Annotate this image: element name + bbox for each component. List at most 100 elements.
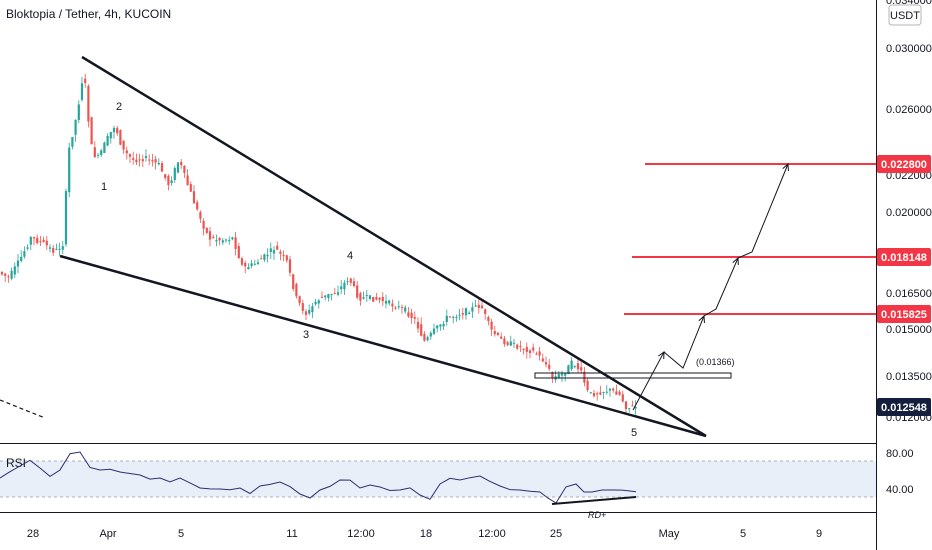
candle-body [490,321,493,330]
candle-body [231,237,234,240]
candle-body [36,237,39,243]
candle-body [116,127,119,134]
candle-body [311,306,314,313]
candle-body [173,168,176,180]
candle-body [602,392,605,394]
candle-body [333,293,336,295]
candle-body [356,285,359,298]
arrowhead [732,256,739,266]
candle-body [260,258,263,260]
x-tick-label: 5 [740,528,746,540]
x-tick-label: May [659,528,680,540]
candle-body [128,154,132,157]
candle-body [583,371,586,383]
candle-body [208,231,212,240]
rsi-tick-80: 80.00 [886,448,914,460]
candle-body [26,247,29,249]
candle-body [535,353,538,355]
y-tick-label: 0.020000 [886,207,932,219]
price-badge [877,398,931,416]
candle-body [541,358,544,362]
candle-body [628,408,631,410]
candle-body [442,323,445,327]
currency-label: USDT [890,10,920,22]
candle-body [509,341,512,346]
x-tick-label: 25 [550,528,562,540]
currency-badge[interactable]: USDT [888,4,922,26]
y-tick-label: 0.026000 [886,104,932,116]
candle-body [359,293,362,301]
candle-body [77,104,80,120]
price-pane[interactable] [0,0,876,443]
candle-body [237,246,240,259]
candle-body [132,158,135,160]
x-axis-ticks: 28 Apr 5 11 12:00 18 12:00 25 May 5 9 [27,528,822,540]
candle-body [224,239,228,241]
candle-body [112,127,116,133]
price-badge [877,305,931,323]
candle-body [320,296,324,298]
candle-body [445,315,448,322]
candle-body [263,254,266,260]
price-badges: 0.022800 0.018148 0.015825 0.012548 [877,155,931,416]
candle-body [87,85,90,122]
candle-body [64,191,68,245]
candle-body [39,241,42,243]
candle-body [596,393,599,395]
candle-body [413,317,416,319]
candle-body [576,363,580,370]
rsi-divergence-label: RD+ [588,510,606,520]
candle-body [324,295,327,298]
candle-body [32,237,36,239]
candle-body [564,373,567,376]
candle-body [551,372,554,378]
candle-body [426,337,429,341]
candle-body [253,263,256,265]
candle-body [103,142,106,153]
candle-body [244,262,247,267]
candle-body [375,297,378,300]
arrowhead [698,314,705,324]
x-tick-label: 5 [178,528,184,540]
candle-body [391,303,394,307]
candle-body [436,325,439,329]
candle-body [84,78,87,83]
candle-body [487,317,490,322]
candle-body [404,307,407,312]
candle-body [484,309,487,314]
candle-body [381,296,384,302]
candle-body [522,348,525,350]
candle-body [538,351,541,356]
candle-body [500,336,503,339]
candle-body [519,346,522,348]
candle-body [218,237,221,241]
candle-body [599,392,602,395]
candle-body [80,83,84,100]
x-tick-label: 9 [816,528,822,540]
candle-body [439,324,442,327]
y-tick-label: 0.013500 [886,371,932,383]
candle-body [167,175,170,186]
projection-path [632,163,789,411]
candle-body [317,300,320,304]
candle-body [349,278,352,283]
candle-body [464,308,468,316]
candle-body [20,256,23,262]
zone-label: (0.01366) [696,357,735,367]
candle-body [612,388,615,391]
candle-body [279,251,282,254]
price-badge [877,155,931,173]
candle-body [327,294,330,298]
candle-body [160,163,164,172]
price-badge-label: 0.015825 [881,309,927,321]
candle-body [4,273,7,276]
x-tick-label: 28 [27,528,39,540]
candle-body [477,304,480,308]
candle-body [304,311,308,315]
candle-body [180,161,183,166]
candle-body [468,312,471,314]
arrowhead [658,350,665,360]
x-tick-label: 12:00 [478,528,506,540]
y-tick-label: 0.015000 [886,324,932,336]
candle-body [90,117,93,145]
